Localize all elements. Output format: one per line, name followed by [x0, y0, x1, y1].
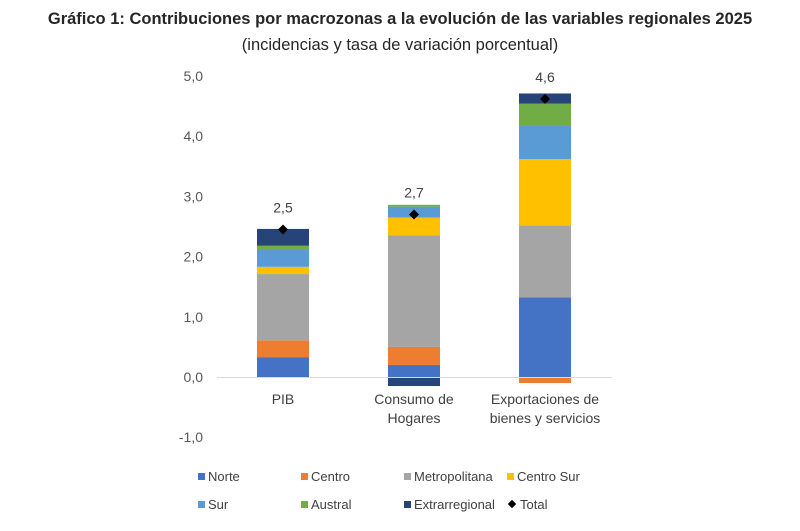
legend-item-sur: Sur — [198, 497, 301, 512]
x-category-label: Exportaciones de — [491, 391, 599, 407]
chart-title: Gráfico 1: Contribuciones por macrozonas… — [47, 10, 753, 28]
legend-swatch-icon — [404, 500, 411, 508]
y-tick-label: 3,0 — [184, 188, 204, 204]
y-axis: 5,0 4,0 3,0 2,0 1,0 0,0 -1,0 — [179, 68, 203, 445]
legend-item-total: Total — [507, 497, 607, 512]
legend-item-metropolitana: Metropolitana — [404, 469, 507, 484]
legend-item-extrarregional: Extrarregional — [404, 497, 507, 512]
legend-item-norte: Norte — [198, 469, 301, 484]
chart-subtitle: (incidencias y tasa de variación porcent… — [241, 36, 559, 54]
legend-swatch-icon — [301, 500, 308, 508]
bars — [257, 93, 571, 387]
bar-segment-centro-sur — [388, 217, 440, 236]
legend-label: Norte — [208, 468, 240, 484]
legend-row: Sur Austral Extrarregional Total — [198, 490, 618, 518]
bar-segment-metropolitana — [257, 274, 309, 341]
bar-segment-austral — [257, 245, 309, 250]
total-data-label: 2,7 — [404, 184, 424, 200]
total-marker — [409, 209, 419, 220]
bar-stack — [519, 93, 571, 384]
bar-segment-metropolitana — [519, 225, 571, 298]
legend-row: Norte Centro Metropolitana Centro Sur — [198, 462, 618, 490]
legend-swatch-icon — [198, 500, 205, 508]
legend-label: Extrarregional — [414, 496, 495, 512]
total-marker — [540, 93, 550, 104]
legend-swatch-icon — [198, 472, 205, 480]
bar-stack — [257, 228, 309, 377]
total-markers: 2,5 2,7 4,6 — [273, 69, 555, 235]
legend-label: Centro — [311, 468, 351, 484]
y-tick-label: -1,0 — [179, 429, 203, 445]
x-category-label: PIB — [272, 391, 295, 407]
bar-segment-metropolitana — [388, 235, 440, 347]
bar-segment-centro — [519, 377, 571, 384]
legend-swatch-icon — [507, 472, 514, 480]
bar-segment-centro-sur — [257, 266, 309, 275]
bar-segment-sur — [257, 249, 309, 267]
legend-label: Sur — [208, 496, 229, 512]
legend-item-austral: Austral — [301, 497, 404, 512]
y-tick-label: 4,0 — [184, 128, 204, 144]
diamond-marker-icon — [507, 499, 517, 509]
y-tick-label: 0,0 — [184, 369, 204, 385]
bar-segment-extrarregional — [388, 377, 440, 387]
bar-segment-sur — [519, 125, 571, 160]
bar-segment-norte — [257, 357, 309, 377]
bar-segment-austral — [388, 204, 440, 207]
bar-segment-norte — [519, 297, 571, 377]
total-data-label: 2,5 — [273, 200, 293, 216]
y-tick-label: 2,0 — [184, 249, 204, 265]
y-tick-label: 5,0 — [184, 68, 204, 84]
x-category-label: Hogares — [388, 410, 441, 426]
legend-label: Austral — [311, 496, 352, 512]
x-axis: PIB Consumo de Hogares Exportaciones de bien… — [272, 391, 601, 426]
x-category-label: bienes y servicios — [490, 410, 601, 426]
total-marker — [278, 224, 288, 235]
legend-label: Centro Sur — [517, 468, 580, 484]
bar-segment-centro-sur — [519, 159, 571, 226]
bar-segment-austral — [519, 103, 571, 126]
legend-swatch-icon — [404, 472, 411, 480]
legend-label: Total — [520, 496, 548, 512]
legend-label: Metropolitana — [414, 468, 493, 484]
bar-stack — [388, 204, 440, 387]
bar-segment-centro — [257, 340, 309, 358]
bar-segment-norte — [388, 364, 440, 377]
total-data-label: 4,6 — [535, 69, 555, 85]
x-category-label: Consumo de — [374, 391, 454, 407]
y-tick-label: 1,0 — [184, 309, 204, 325]
legend-item-centro-sur: Centro Sur — [507, 469, 607, 484]
bar-segment-extrarregional — [257, 228, 309, 246]
legend: Norte Centro Metropolitana Centro Sur Sur Aus… — [198, 462, 618, 518]
bar-segment-centro — [388, 346, 440, 365]
legend-item-centro: Centro — [301, 469, 404, 484]
legend-swatch-icon — [301, 472, 308, 480]
